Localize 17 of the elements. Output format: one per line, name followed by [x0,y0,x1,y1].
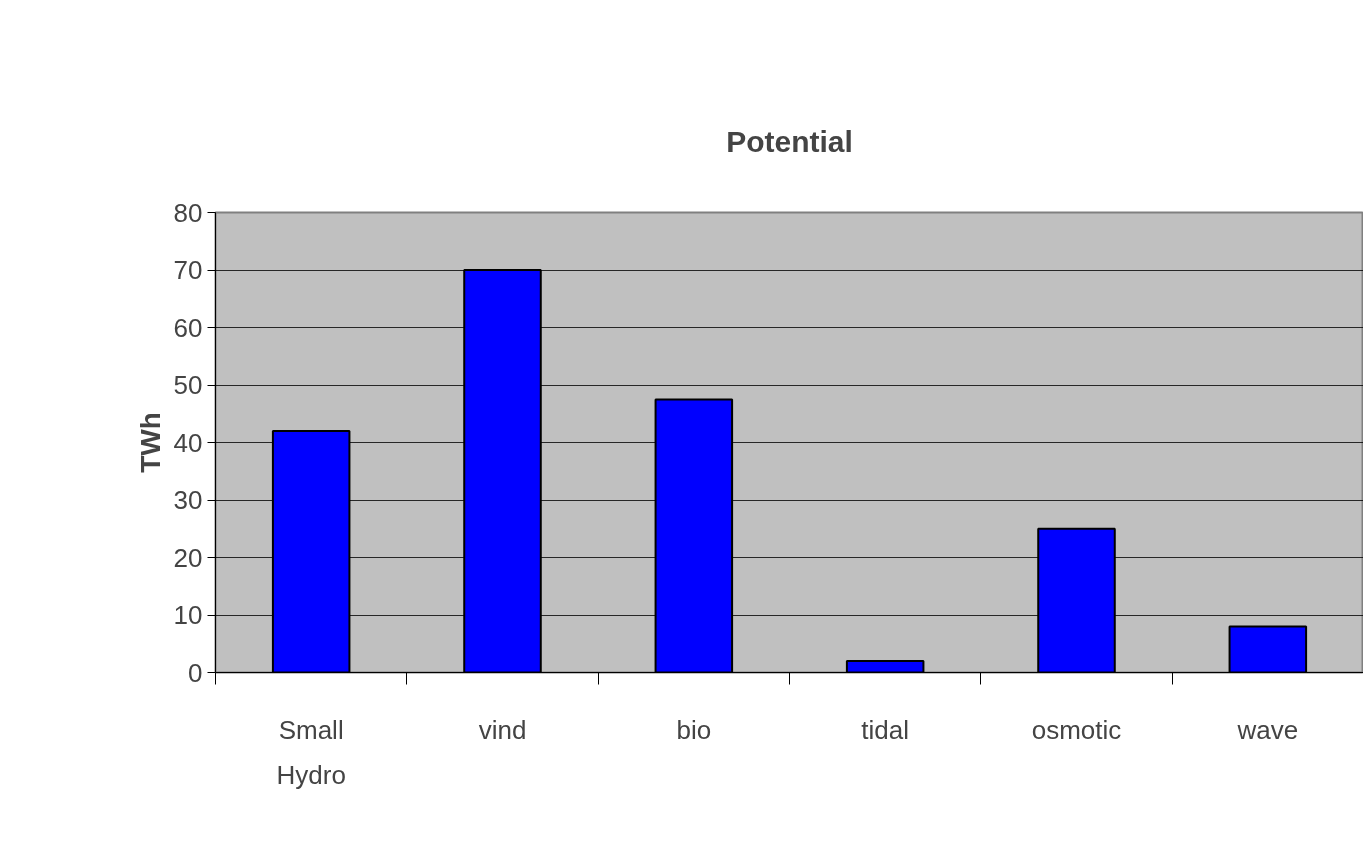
x-tick-label: wave [1236,714,1299,745]
chart-title: Potential [726,124,853,158]
x-tick-label: osmotic [1031,714,1122,745]
y-tick-label: 50 [173,370,203,400]
x-tick-label: tidal [861,714,910,745]
y-tick-label: 80 [173,197,203,228]
y-tick-label: 40 [173,427,203,458]
x-tick-label: Small Hydro [276,714,346,790]
y-tick-label: 30 [173,485,203,515]
y-tick-label: 60 [173,312,203,343]
y-tick-label: 10 [173,600,203,630]
y-tick-label: 0 [188,657,203,688]
y-tick-label: 20 [173,542,203,573]
x-tick-label: bio [676,714,712,745]
x-tick-label: vind [478,714,527,745]
y-tick-label: 70 [173,255,203,285]
y-axis-title: TWh [134,412,166,473]
